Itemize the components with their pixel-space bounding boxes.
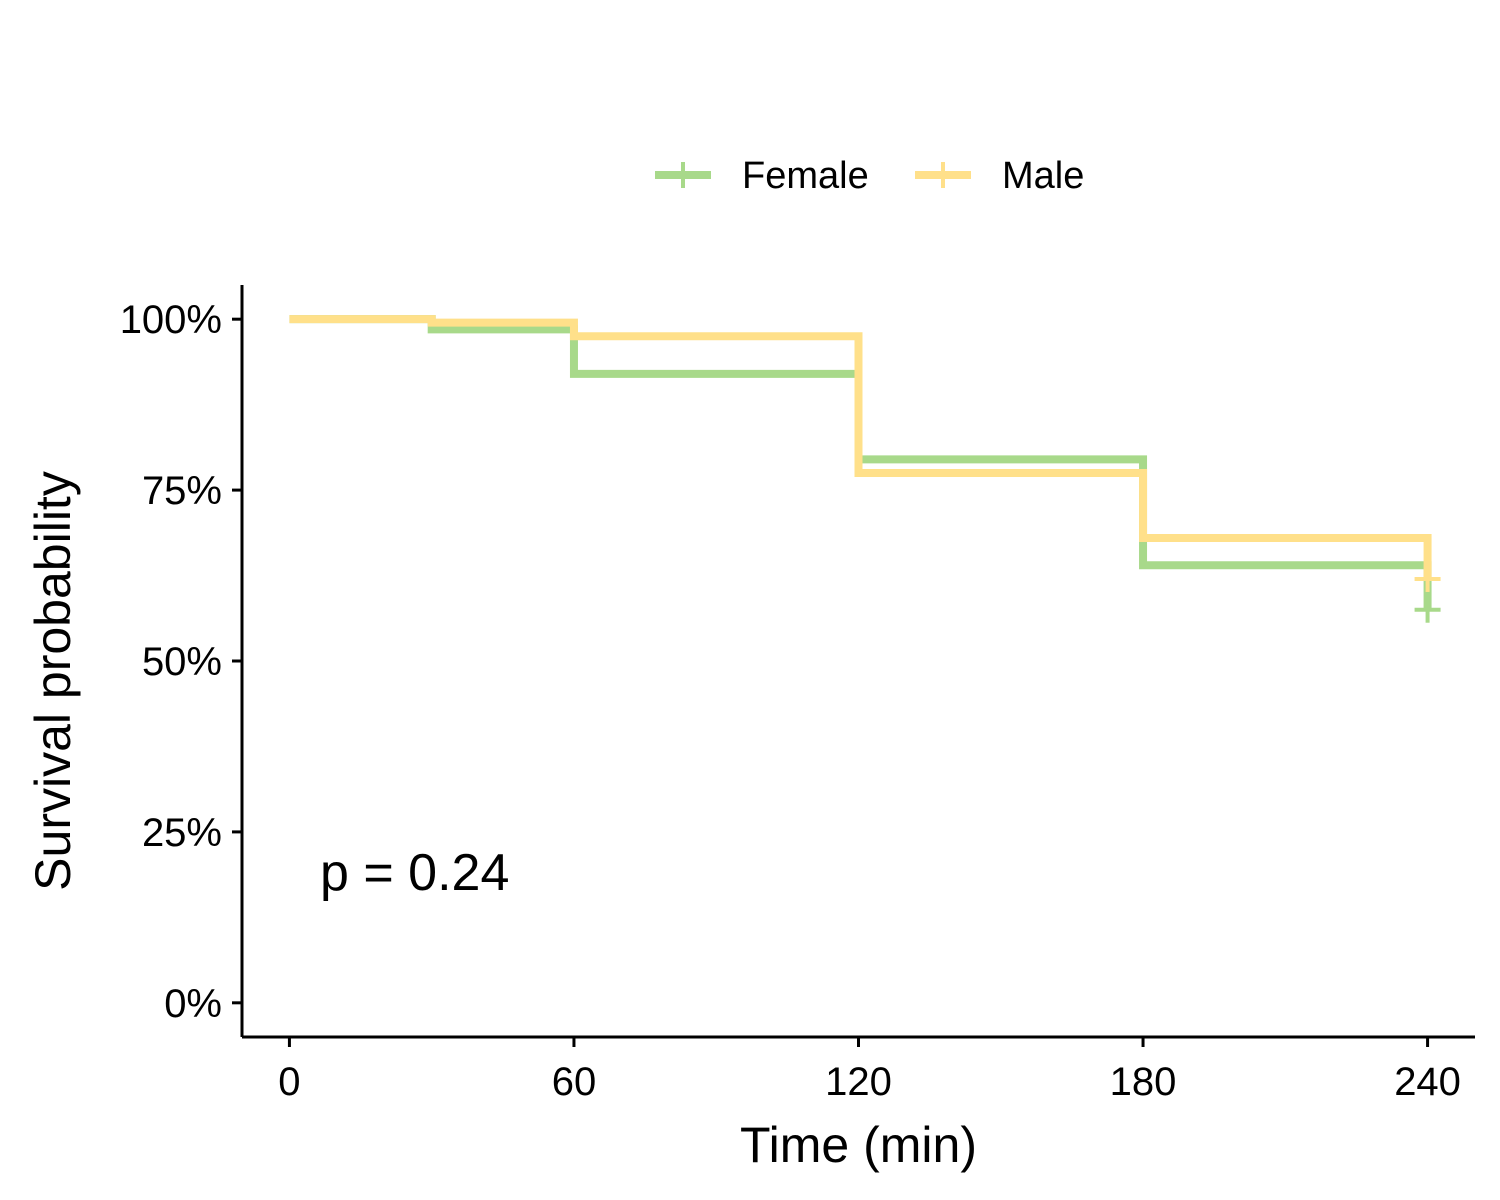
- x-tick-label: 120: [825, 1060, 892, 1104]
- y-tick-label: 0%: [164, 982, 222, 1026]
- legend-label-female: Female: [742, 155, 869, 197]
- x-tick-label: 60: [552, 1060, 597, 1104]
- y-tick-label: 100%: [120, 298, 222, 342]
- censor-mark-male: [1414, 565, 1441, 592]
- y-tick-label: 75%: [142, 469, 222, 513]
- censor-mark-female: [1414, 596, 1441, 623]
- y-ticks: 0% 25% 50% 75% 100%: [120, 298, 242, 1026]
- series-line-male: [289, 315, 1432, 579]
- y-tick-label: 50%: [142, 640, 222, 684]
- x-tick-label: 180: [1110, 1060, 1177, 1104]
- y-tick-label: 25%: [142, 811, 222, 855]
- x-tick-label: 240: [1394, 1060, 1461, 1104]
- series-layer: [289, 315, 1441, 623]
- p-value-annotation: p = 0.24: [320, 844, 509, 902]
- legend: Female Male: [655, 155, 1084, 197]
- legend-item-female: Female: [655, 155, 869, 197]
- legend-item-male: Male: [915, 155, 1084, 197]
- x-axis-title: Time (min): [740, 1117, 977, 1173]
- x-tick-label: 0: [278, 1060, 300, 1104]
- y-axis-title: Survival probability: [25, 471, 81, 891]
- x-ticks: 0 60 120 180 240: [278, 1037, 1461, 1104]
- axes: 0% 25% 50% 75% 100% 0 60 120 180 240: [120, 285, 1475, 1104]
- legend-label-male: Male: [1002, 155, 1084, 197]
